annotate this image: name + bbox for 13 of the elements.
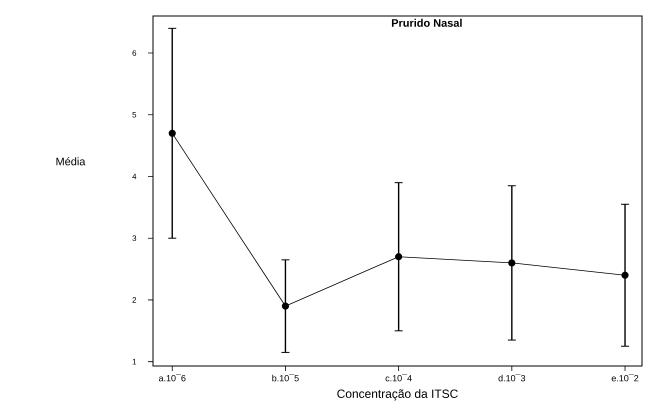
point: [621, 272, 629, 279]
x-tick-label: b.10¯5: [272, 374, 299, 382]
x-tick-label: a.10¯6: [158, 374, 186, 382]
y-axis-title: Média: [56, 157, 86, 166]
x-tick-label: c.10¯4: [386, 374, 412, 382]
point: [282, 302, 290, 310]
point: [395, 253, 402, 260]
chart-title: Prurido Nasal: [392, 18, 462, 27]
x-tick-label: e.10¯2: [612, 374, 638, 382]
x-tick-label: d.10¯3: [498, 374, 526, 382]
point: [168, 130, 176, 137]
point: [508, 259, 516, 266]
x-axis-title: Concentração da ITSC: [337, 389, 458, 400]
